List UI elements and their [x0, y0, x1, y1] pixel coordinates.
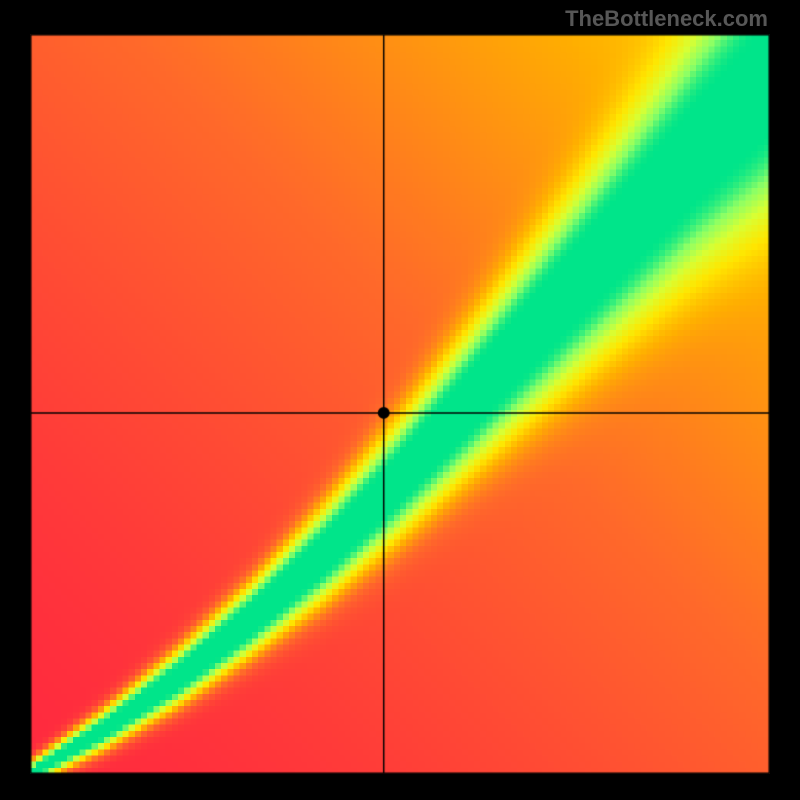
watermark-text: TheBottleneck.com — [565, 6, 768, 32]
bottleneck-heatmap — [30, 34, 770, 774]
chart-container: { "source_watermark": { "text": "TheBott… — [0, 0, 800, 800]
